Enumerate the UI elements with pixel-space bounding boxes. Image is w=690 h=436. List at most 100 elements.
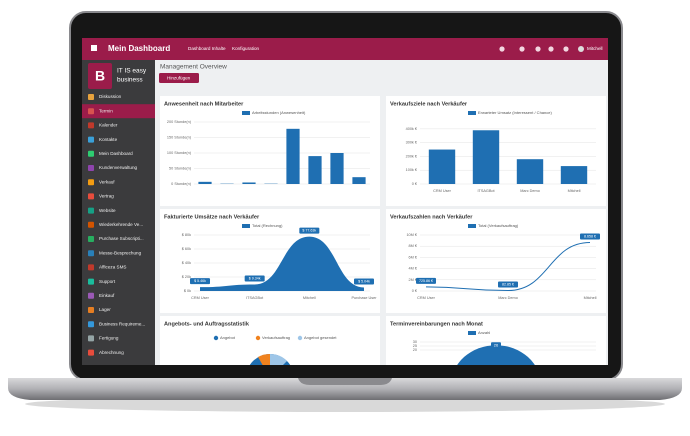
menu-item: Messe-Besprechung (99, 250, 142, 255)
top-icon (535, 46, 541, 52)
x-tick-label: ITSAGBot (477, 189, 495, 193)
y-tick-label: 6M € (409, 255, 418, 259)
x-tick-label: CRM User (417, 296, 435, 300)
value-label: $ 9.34k (249, 276, 261, 280)
panel-title: Terminvereinbarungen nach Monat (390, 321, 483, 327)
y-tick-label: 400k € (406, 127, 418, 131)
legend-label: Angebot (220, 335, 236, 340)
x-tick-label: ITSAGBot (246, 296, 264, 300)
y-tick-label: 0 € (412, 182, 418, 186)
x-tick-label: Marc Demo (498, 296, 518, 300)
legend-swatch (468, 224, 476, 228)
y-tick-label: 0 Stunde(n) (171, 182, 192, 186)
y-tick-label: $ 20k (182, 275, 191, 279)
legend-swatch (297, 335, 303, 341)
menu-icon (88, 94, 94, 100)
bar (352, 177, 366, 184)
x-tick-label: CRM User (433, 189, 451, 193)
menu-icon (88, 278, 94, 285)
dome (457, 345, 535, 365)
top-icon (499, 46, 505, 52)
legend-swatch (468, 331, 476, 335)
value-label: $ 77.63k (302, 229, 316, 233)
legend-swatch (242, 111, 250, 115)
menu-icon (88, 165, 94, 171)
menu-icon (88, 221, 94, 228)
bar (242, 182, 256, 184)
menu-item: Afficeza SMS (99, 265, 127, 270)
legend-swatch (242, 224, 250, 228)
bar (198, 181, 212, 184)
bar (428, 149, 456, 184)
menu-item: Wiederkehrende Ve... (99, 222, 143, 227)
menu-icon (88, 307, 94, 313)
y-tick-label: 300k € (406, 141, 418, 145)
y-tick-label: 200k € (406, 154, 418, 158)
y-tick-label: 200 Stunde(n) (167, 120, 192, 124)
menu-item: Kontakte (99, 137, 118, 142)
menu-item: Fertigung (99, 336, 119, 341)
bar (308, 156, 322, 184)
value-label: $ 5.04k (358, 279, 370, 283)
menu-item: Termin (99, 108, 113, 113)
y-tick-label: 150 Stunde(n) (167, 136, 192, 140)
menu-icon (88, 321, 94, 328)
bar (472, 130, 500, 184)
x-tick-label: CRM User (191, 296, 209, 300)
value-label: 26 (494, 342, 499, 347)
menu-icon (88, 108, 94, 115)
menu-item: Kalender (99, 123, 118, 128)
legend-swatch (255, 335, 261, 341)
menu-item: Mein Dashboard (99, 151, 133, 156)
pie-slice (258, 353, 270, 365)
menu-item: Vertrag (99, 194, 114, 199)
menu-icon (88, 264, 94, 271)
value-label: 82.85 € (502, 282, 514, 286)
y-tick-label: 10M € (406, 233, 417, 237)
menu-item: Abrechnung (99, 350, 124, 355)
bar (516, 159, 544, 184)
menu-item: Einkauf (99, 293, 115, 298)
x-tick-label: Marc Demo (520, 189, 540, 193)
area (200, 236, 364, 291)
legend-label: Verkaufsauftrag (262, 335, 290, 340)
y-tick-label: 50 Stunde(n) (169, 167, 192, 171)
menu-icon (88, 193, 94, 200)
y-tick-label: $ 40k (182, 261, 191, 265)
legend-label: Total (Rechnung) (252, 223, 283, 228)
legend-label: Arbeitsstunden (Anwesenheit) (252, 110, 306, 115)
y-tick-label: 100k € (406, 168, 418, 172)
menu-active (82, 104, 155, 119)
value-label-bg (580, 233, 600, 240)
page-title: Management Overview (160, 64, 227, 71)
menu-icon (88, 136, 94, 143)
y-tick-label: 0 € (412, 289, 418, 293)
value-label-bg (244, 275, 265, 282)
value-label-bg (498, 281, 518, 288)
menu-item: Verkauf (99, 179, 115, 184)
top-icon (548, 46, 554, 52)
x-tick-label: Mitchell (303, 296, 316, 300)
panel-title: Verkaufszahlen nach Verkäufer (390, 214, 473, 220)
menu-item: Support (99, 279, 116, 284)
value-label: 8.658 € (584, 234, 596, 238)
add-button[interactable] (159, 73, 199, 83)
value-label-bg (190, 278, 210, 285)
bar (286, 128, 300, 184)
x-tick-label: Mitchell (568, 189, 581, 193)
y-tick-label: 2M € (409, 278, 418, 282)
panel-title: Angebots- und Auftragsstatistik (164, 321, 250, 327)
legend-label: Anzahl (478, 330, 490, 335)
legend-swatch (468, 111, 476, 115)
menu-item: Diskussion (99, 94, 122, 99)
menu-icon (88, 207, 94, 214)
screen: Mein Dashboard Dashboard Inhalte Konfigura… (82, 38, 608, 365)
user-name: Mitchell (587, 46, 603, 51)
x-tick-label: Mitchell (584, 296, 597, 300)
line (425, 242, 591, 292)
panel-title: Verkaufsziele nach Verkäufer (390, 101, 468, 107)
top-menu-item: Dashboard Inhalte (188, 46, 226, 51)
top-bar (82, 38, 608, 60)
apps-icon (91, 45, 97, 51)
